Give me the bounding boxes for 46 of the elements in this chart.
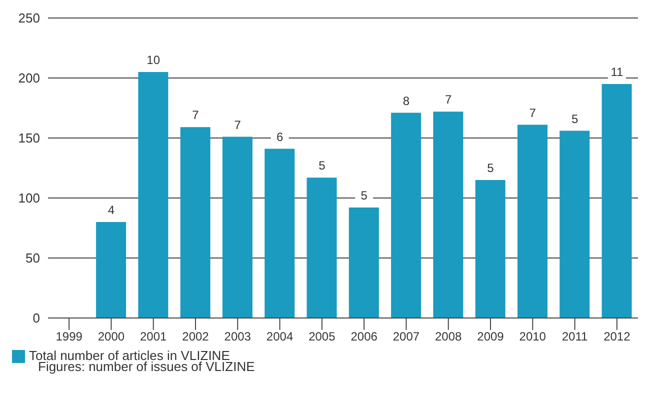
annotation: 5: [571, 112, 578, 126]
bar: [517, 124, 548, 318]
x-tick-label: 2010: [519, 329, 546, 344]
annotation: 4: [108, 202, 115, 217]
annotation: 7: [192, 108, 200, 122]
y-tick-label: 0: [32, 310, 40, 326]
x-tick-label: 2000: [98, 329, 125, 344]
bar: [264, 148, 295, 318]
x-tick-label: 2002: [182, 329, 210, 344]
bar: [560, 130, 590, 318]
x-tick-label: 2004: [266, 329, 294, 344]
annotation: 7: [529, 106, 536, 120]
y-tick-label: 200: [18, 70, 40, 86]
annotation: 10: [146, 52, 160, 67]
annotation: 5: [318, 158, 326, 173]
bar: [222, 136, 252, 318]
x-tick-label: 2001: [140, 329, 168, 344]
bar: [391, 112, 422, 318]
x-tick-label: 2009: [477, 329, 504, 344]
x-tick-label: 2012: [604, 329, 631, 344]
x-tick-label: 2007: [392, 329, 420, 344]
x-tick-label: 2008: [435, 329, 462, 344]
annotation: 5: [487, 160, 494, 175]
bar: [475, 180, 506, 318]
x-tick-label: 2005: [308, 329, 336, 344]
annotation: 11: [610, 64, 624, 79]
y-tick-label: 50: [26, 250, 40, 266]
annotation: 6: [276, 130, 284, 144]
x-tick-label: 2003: [224, 329, 252, 344]
bar: [602, 84, 632, 318]
bar: [348, 208, 379, 318]
bar: [180, 127, 210, 318]
bar: [306, 178, 337, 318]
y-tick-label: 150: [18, 130, 40, 146]
bar: [433, 112, 464, 318]
annotation: 7: [234, 118, 242, 132]
y-tick-label: 250: [18, 10, 40, 26]
x-tick-label: 1999: [56, 329, 83, 344]
y-tick-label: 100: [18, 190, 40, 206]
annotation: 5: [360, 188, 368, 203]
x-tick-label: 2006: [350, 329, 378, 344]
annotation: 8: [402, 94, 410, 108]
x-tick-label: 2011: [562, 329, 588, 344]
bar: [96, 222, 126, 318]
annotation: 7: [445, 92, 452, 107]
bar: [138, 72, 168, 318]
